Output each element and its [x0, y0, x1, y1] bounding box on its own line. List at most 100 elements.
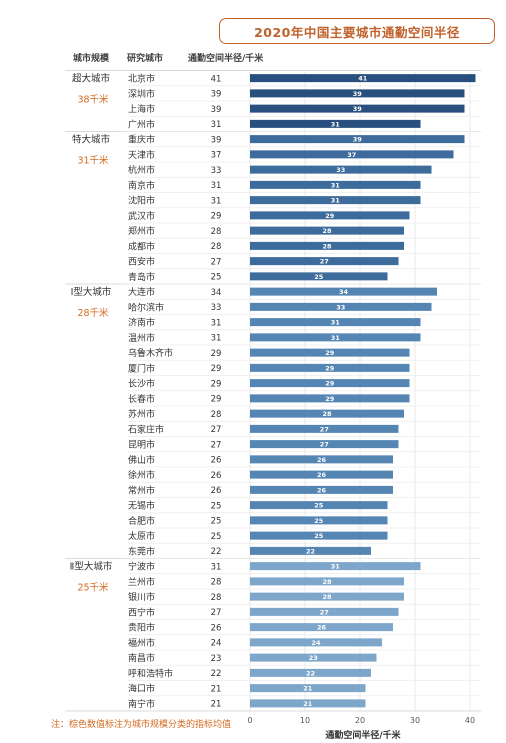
city-label: 徐州市: [128, 469, 155, 481]
city-label: 温州市: [128, 332, 155, 344]
city-label: 海口市: [128, 683, 155, 695]
city-label: 南宁市: [128, 698, 155, 710]
value-label: 25: [211, 501, 222, 511]
header-tier: 城市规模: [73, 52, 110, 64]
bar: [250, 409, 404, 418]
bar: [250, 424, 399, 433]
value-label: 21: [211, 700, 222, 710]
bar-data-label: 25: [314, 517, 324, 525]
city-label: 深圳市: [128, 88, 155, 100]
tier-label: 超大城市: [72, 73, 111, 85]
bar-data-label: 41: [358, 75, 368, 83]
value-label: 31: [211, 562, 222, 572]
bar: [250, 455, 393, 464]
bar-data-label: 29: [325, 212, 335, 220]
bar: [250, 379, 410, 388]
bar: [250, 165, 432, 174]
value-label: 26: [211, 623, 222, 633]
bar: [250, 546, 371, 555]
value-label: 28: [211, 578, 222, 588]
bar-data-label: 39: [353, 136, 363, 144]
bar: [250, 638, 382, 647]
bar-data-label: 39: [353, 90, 363, 98]
city-label: 南京市: [128, 179, 155, 191]
bar-data-label: 28: [322, 242, 332, 250]
bar-data-label: 39: [353, 105, 363, 113]
bar: [250, 562, 421, 571]
city-label: 广州市: [128, 118, 155, 130]
bar: [250, 226, 404, 235]
city-label: 宁波市: [128, 561, 155, 573]
city-label: 长沙市: [128, 378, 155, 390]
bar: [250, 668, 371, 677]
header-city: 研究城市: [127, 52, 163, 64]
bar-data-label: 26: [317, 624, 327, 632]
bar: [250, 607, 399, 616]
value-label: 37: [211, 151, 222, 161]
bar: [250, 302, 432, 311]
value-label: 39: [211, 90, 222, 100]
bar: [250, 577, 404, 586]
bar: [250, 348, 410, 357]
bar: [250, 318, 421, 327]
city-label: 杭州市: [128, 164, 155, 176]
bar: [250, 592, 404, 601]
bar-data-label: 28: [322, 593, 332, 601]
city-label: 哈尔滨市: [128, 301, 164, 313]
bar-data-label: 31: [331, 197, 341, 205]
bar-data-label: 31: [331, 334, 341, 342]
city-label: 大连市: [128, 286, 155, 298]
bar: [250, 440, 399, 449]
bar: [250, 287, 437, 296]
value-label: 24: [211, 639, 222, 649]
bar-data-label: 33: [336, 166, 345, 174]
city-label: 青岛市: [128, 271, 155, 283]
city-label: 南昌市: [128, 652, 155, 664]
city-label: 北京市: [128, 73, 155, 85]
bar: [250, 363, 410, 372]
value-label: 27: [211, 257, 222, 267]
city-label: 无锡市: [128, 500, 155, 512]
bar-data-label: 31: [331, 319, 341, 327]
value-label: 27: [211, 425, 222, 435]
bar: [250, 653, 377, 662]
value-label: 25: [211, 273, 222, 283]
bar: [250, 531, 388, 540]
value-label: 31: [211, 334, 222, 344]
bar-data-label: 23: [309, 654, 318, 662]
bar: [250, 241, 404, 250]
bar: [250, 180, 421, 189]
header-value: 通勤空间半径/千米: [188, 52, 264, 64]
tier-average: 28千米: [77, 307, 109, 319]
bar: [250, 119, 421, 128]
bar: [250, 150, 454, 159]
bar-data-label: 34: [339, 288, 349, 296]
bar-data-label: 26: [317, 456, 327, 464]
city-label: 上海市: [128, 103, 155, 115]
tier-average: 31千米: [77, 155, 109, 167]
value-label: 23: [211, 654, 222, 664]
bar-data-label: 29: [325, 364, 335, 372]
city-label: 武汉市: [128, 210, 155, 222]
city-label: 佛山市: [128, 454, 155, 466]
tier-average: 25千米: [77, 582, 109, 594]
city-label: 成都市: [128, 240, 155, 252]
city-label: 天津市: [128, 149, 155, 161]
bar: [250, 501, 388, 510]
bar-data-label: 31: [331, 563, 341, 571]
bar: [250, 684, 366, 693]
value-label: 29: [211, 379, 222, 389]
value-label: 31: [211, 196, 222, 206]
value-label: 39: [211, 135, 222, 145]
x-tick-label: 0: [247, 716, 252, 725]
value-label: 22: [211, 669, 222, 679]
bar-data-label: 28: [322, 227, 332, 235]
value-label: 28: [211, 242, 222, 252]
city-label: 石家庄市: [128, 423, 164, 435]
value-label: 33: [211, 303, 222, 313]
city-label: 西安市: [128, 256, 155, 268]
bar-data-label: 24: [311, 639, 321, 647]
bar: [250, 135, 465, 144]
x-tick-label: 30: [410, 716, 420, 725]
bar-data-label: 27: [320, 608, 329, 616]
